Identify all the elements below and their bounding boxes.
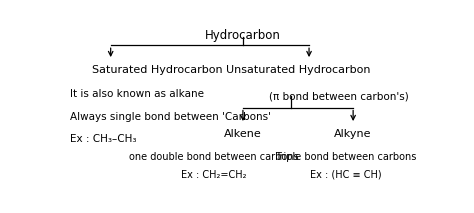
- Text: Alkene: Alkene: [224, 129, 262, 139]
- Text: Triple bond between carbons: Triple bond between carbons: [275, 152, 417, 162]
- Text: Ex : CH₃–CH₃: Ex : CH₃–CH₃: [70, 134, 137, 144]
- Text: Unsaturated Hydrocarbon: Unsaturated Hydrocarbon: [226, 65, 370, 75]
- Text: Always single bond between 'Carbons': Always single bond between 'Carbons': [70, 112, 271, 122]
- Text: Ex : (HC ≡ CH): Ex : (HC ≡ CH): [310, 170, 382, 180]
- Text: Saturated Hydrocarbon: Saturated Hydrocarbon: [92, 65, 223, 75]
- Text: (π bond between carbon's): (π bond between carbon's): [269, 91, 409, 101]
- Text: Ex : CH₂=CH₂: Ex : CH₂=CH₂: [181, 170, 246, 180]
- Text: one double bond between carbons: one double bond between carbons: [129, 152, 298, 162]
- Text: It is also known as alkane: It is also known as alkane: [70, 89, 204, 99]
- Text: Hydrocarbon: Hydrocarbon: [205, 29, 281, 42]
- Text: Alkyne: Alkyne: [334, 129, 372, 139]
